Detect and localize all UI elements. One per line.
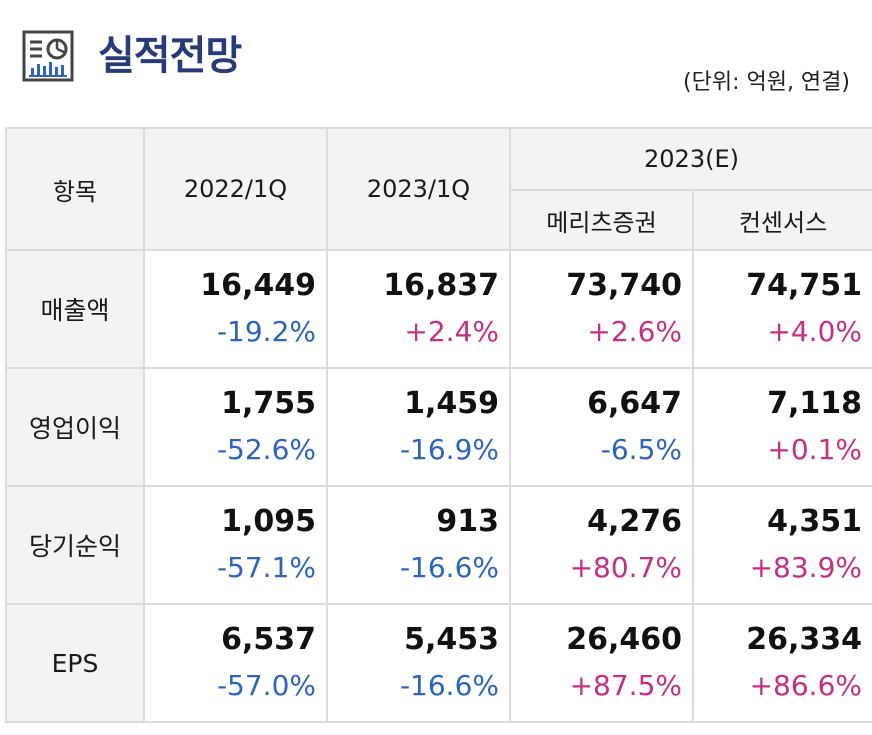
table-cell: 1,095 -57.1% [143,485,328,605]
table-cell: 16,837 +2.4% [326,249,511,369]
cell-value: 913 [436,504,499,539]
table-row: 매출액 16,449 -19.2% 16,837 +2.4% 73,740 +2.6%… [5,249,872,369]
cell-change: -16.6% [399,551,499,584]
cell-value: 26,460 [566,622,682,657]
header-2023-forecast: 2023(E) [509,127,872,191]
table-cell: 4,276 +80.7% [509,485,694,605]
cell-change: -6.5% [600,433,682,466]
cell-value: 26,334 [746,622,862,657]
cell-change: -52.6% [216,433,316,466]
section-header: 실적전망 (단위: 억원, 연결) [20,22,860,95]
cell-change: -57.0% [216,669,316,702]
table-cell: 26,334 +86.6% [692,603,872,723]
header-2023-1q: 2023/1Q [326,127,511,251]
table-row: 당기순익 1,095 -57.1% 913 -16.6% 4,276 +80.7% 4… [5,485,872,605]
cell-change: +80.7% [569,551,682,584]
table-cell: 26,460 +87.5% [509,603,694,723]
table-row: EPS 6,537 -57.0% 5,453 -16.6% 26,460 +87.5%… [5,603,872,723]
cell-change: +83.9% [749,551,862,584]
cell-change: -19.2% [216,315,316,348]
cell-change: +87.5% [569,669,682,702]
cell-value: 74,751 [746,268,862,303]
cell-value: 16,449 [200,268,316,303]
table-cell: 913 -16.6% [326,485,511,605]
report-chart-icon [22,30,74,82]
cell-value: 73,740 [566,268,682,303]
cell-value: 4,351 [767,504,862,539]
cell-value: 5,453 [404,622,499,657]
cell-change: -16.6% [399,669,499,702]
table-cell: 6,647 -6.5% [509,367,694,487]
header-item: 항목 [5,127,145,251]
cell-value: 7,118 [767,386,862,421]
row-label: 당기순익 [5,485,145,605]
cell-change: -16.9% [399,433,499,466]
cell-change: +4.0% [767,315,862,348]
section-title: 실적전망 [98,33,242,79]
cell-change: +0.1% [767,433,862,466]
table-cell: 5,453 -16.6% [326,603,511,723]
unit-note: (단위: 억원, 연결) [683,70,850,95]
table-cell: 6,537 -57.0% [143,603,328,723]
header-meritz: 메리츠증권 [509,189,694,251]
table-row: 영업이익 1,755 -52.6% 1,459 -16.9% 6,647 -6.5% … [5,367,872,487]
cell-change: +2.6% [587,315,682,348]
table-cell: 7,118 +0.1% [692,367,872,487]
row-label: 영업이익 [5,367,145,487]
row-label: EPS [5,603,145,723]
cell-value: 6,537 [221,622,316,657]
table-cell: 16,449 -19.2% [143,249,328,369]
table-cell: 1,459 -16.9% [326,367,511,487]
cell-value: 1,459 [404,386,499,421]
table-cell: 4,351 +83.9% [692,485,872,605]
cell-change: -57.1% [216,551,316,584]
cell-change: +86.6% [749,669,862,702]
cell-change: +2.4% [404,315,499,348]
cell-value: 1,095 [221,504,316,539]
performance-forecast-table: 항목 2022/1Q 2023/1Q 2023(E) 메리츠증권 컨센서스 매출… [5,127,872,723]
cell-value: 1,755 [221,386,316,421]
cell-value: 6,647 [587,386,682,421]
header-consensus: 컨센서스 [692,189,872,251]
cell-value: 16,837 [383,268,499,303]
cell-value: 4,276 [587,504,682,539]
row-label: 매출액 [5,249,145,369]
table-cell: 74,751 +4.0% [692,249,872,369]
table-cell: 73,740 +2.6% [509,249,694,369]
header-2022-1q: 2022/1Q [143,127,328,251]
table-cell: 1,755 -52.6% [143,367,328,487]
